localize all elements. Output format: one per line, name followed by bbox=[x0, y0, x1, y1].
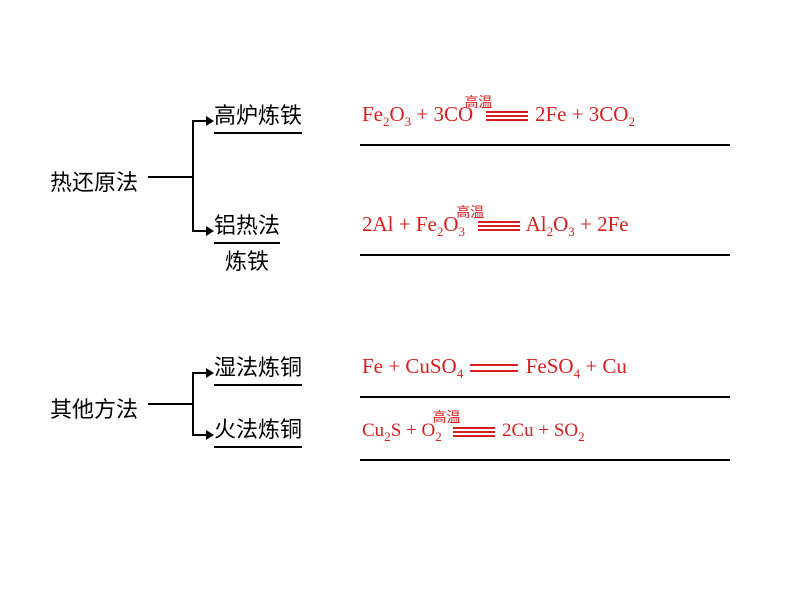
eq-lhs: Cu2S + O2 bbox=[362, 420, 442, 441]
branch-label-thermite: 铝热法 炼铁 bbox=[214, 208, 280, 278]
eq-lhs: Fe2O3 + 3CO bbox=[362, 102, 473, 126]
bracket-line bbox=[192, 372, 194, 436]
bracket-arrow bbox=[192, 230, 206, 232]
eq-rhs: FeSO4 + Cu bbox=[526, 354, 627, 378]
bracket-line bbox=[148, 403, 192, 405]
branch-label-fire-copper: 火法炼铜 bbox=[214, 412, 302, 448]
branch-label-wet-copper: 湿法炼铜 bbox=[214, 350, 302, 386]
equation-fire-copper: Cu2S + O2 高温 2Cu + SO2 bbox=[360, 416, 730, 461]
equation-thermite: 2Al + Fe2O3 高温 Al2O3 + 2Fe bbox=[360, 208, 730, 256]
branch-label-blast-furnace: 高炉炼铁 bbox=[214, 98, 302, 134]
equation-blast-furnace: Fe2O3 + 3CO 高温 2Fe + 3CO2 bbox=[360, 98, 730, 146]
root-label-1: 热还原法 bbox=[50, 165, 138, 197]
eq-sign bbox=[486, 109, 528, 123]
root-label-2: 其他方法 bbox=[50, 392, 138, 424]
eq-sign bbox=[453, 425, 495, 439]
bracket-arrow bbox=[192, 120, 206, 122]
eq-sign bbox=[470, 362, 518, 374]
eq-rhs: Al2O3 + 2Fe bbox=[526, 212, 629, 236]
bracket-arrow bbox=[192, 434, 206, 436]
eq-rhs: 2Cu + SO2 bbox=[502, 420, 585, 441]
eq-rhs: 2Fe + 3CO2 bbox=[535, 102, 635, 126]
eq-sign bbox=[478, 219, 520, 233]
equation-wet-copper: Fe + CuSO4 FeSO4 + Cu bbox=[360, 350, 730, 398]
eq-lhs: Fe + CuSO4 bbox=[362, 354, 463, 378]
bracket-line bbox=[192, 120, 194, 232]
eq-lhs: 2Al + Fe2O3 bbox=[362, 212, 465, 236]
bracket-arrow bbox=[192, 372, 206, 374]
bracket-line bbox=[148, 176, 192, 178]
